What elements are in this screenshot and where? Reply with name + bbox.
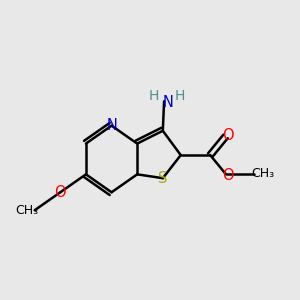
Text: N: N: [106, 118, 117, 133]
Text: S: S: [158, 171, 167, 186]
Text: O: O: [222, 128, 234, 142]
Text: O: O: [55, 185, 66, 200]
Text: CH₃: CH₃: [15, 204, 39, 217]
Text: H: H: [175, 89, 185, 103]
Text: H: H: [148, 89, 158, 103]
Text: CH₃: CH₃: [251, 167, 274, 180]
Text: O: O: [222, 168, 234, 183]
Text: N: N: [163, 95, 173, 110]
